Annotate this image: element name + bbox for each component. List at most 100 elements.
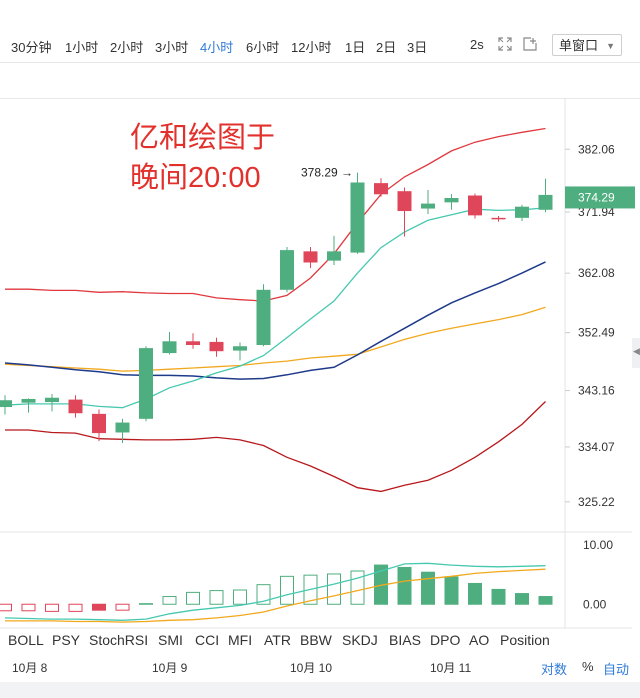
indicator-histogram-bar bbox=[45, 603, 59, 612]
indicator-teal-line bbox=[4, 562, 546, 621]
window-mode-select[interactable]: 单窗口 ▼ bbox=[552, 34, 622, 56]
price-tick-label: 382.06 bbox=[578, 142, 615, 156]
date-label-oct8: 10月 8 bbox=[12, 661, 48, 675]
tab-stochrsi[interactable]: StochRSI bbox=[89, 632, 149, 648]
tab-position[interactable]: Position bbox=[500, 632, 550, 648]
candle-body bbox=[515, 206, 529, 218]
add-indicator-icon[interactable] bbox=[522, 36, 538, 52]
date-label-oct11: 10月 11 bbox=[430, 661, 472, 675]
indicator-histogram-bar bbox=[256, 584, 271, 605]
indicator-histogram-bar bbox=[491, 588, 506, 605]
fullscreen-icon[interactable] bbox=[497, 36, 513, 52]
timeframe-1d[interactable]: 1日 bbox=[345, 40, 366, 55]
indicator-histogram-bar bbox=[115, 603, 130, 611]
candle-body bbox=[209, 341, 224, 352]
side-panel-handle[interactable]: ◀ bbox=[632, 338, 640, 368]
tab-cci[interactable]: CCI bbox=[195, 632, 220, 648]
indicator-histogram-bar bbox=[162, 596, 177, 605]
price-tick-label: 371.94 bbox=[578, 205, 615, 219]
indicator-histogram-bar bbox=[209, 590, 224, 605]
timeframe-4h[interactable]: 4小时 bbox=[200, 40, 234, 55]
timeframe-2d[interactable]: 2日 bbox=[376, 40, 397, 55]
tab-atr[interactable]: ATR bbox=[264, 632, 291, 648]
bottom-bar bbox=[0, 682, 640, 698]
ma-orange-line bbox=[4, 306, 546, 372]
candle-body bbox=[186, 341, 200, 346]
timeframe-1h[interactable]: 1小时 bbox=[65, 40, 99, 55]
tab-ao[interactable]: AO bbox=[469, 632, 490, 648]
candle-body bbox=[303, 251, 318, 263]
timeframe-6h[interactable]: 6小时 bbox=[246, 40, 280, 55]
current-price-tag bbox=[565, 186, 635, 209]
indicator-histogram-bar bbox=[92, 603, 106, 611]
tab-bias[interactable]: BIAS bbox=[389, 632, 421, 648]
indicator-histogram-bar bbox=[186, 591, 200, 605]
boll-upper-line bbox=[5, 127, 546, 302]
indicator-tick-label: 10.00 bbox=[583, 538, 613, 552]
candle-body bbox=[280, 250, 294, 290]
timeframe-2h[interactable]: 2小时 bbox=[110, 40, 144, 55]
candle-body bbox=[538, 194, 553, 210]
boll-middle-line bbox=[4, 207, 546, 409]
tab-psy[interactable]: PSY bbox=[52, 632, 81, 648]
indicator-histogram-bar bbox=[139, 603, 153, 605]
candle-body bbox=[139, 348, 153, 419]
indicator-histogram-bar bbox=[444, 576, 459, 605]
divider bbox=[0, 98, 640, 99]
indicator-histogram-bar bbox=[350, 570, 365, 605]
chart-annotation: 亿和绘图于 晚间20:00 bbox=[130, 122, 276, 194]
timeframe-3d[interactable]: 3日 bbox=[407, 40, 428, 55]
boll-lower-line bbox=[5, 401, 546, 493]
refresh-interval[interactable]: 2s bbox=[470, 37, 484, 52]
candle-body bbox=[374, 183, 388, 195]
candle-body bbox=[115, 422, 130, 433]
date-label-oct10: 10月 10 bbox=[290, 661, 333, 675]
tab-boll[interactable]: BOLL bbox=[8, 632, 44, 648]
candle-body bbox=[350, 182, 365, 253]
tab-smi[interactable]: SMI bbox=[158, 632, 183, 648]
indicator-histogram-bar bbox=[68, 603, 83, 612]
indicator-histogram-bar bbox=[515, 593, 529, 605]
indicator-tick-label: 0.00 bbox=[583, 597, 607, 611]
timeframe-30m[interactable]: 30分钟 bbox=[11, 40, 52, 55]
candle-body bbox=[92, 413, 106, 434]
timeframe-3h[interactable]: 3小时 bbox=[155, 40, 189, 55]
candle-body bbox=[491, 217, 506, 220]
indicator-histogram-bar bbox=[21, 603, 36, 612]
auto-scale-button[interactable]: 自动 bbox=[603, 662, 630, 677]
price-tick-label: 334.07 bbox=[578, 440, 615, 454]
percent-scale-button[interactable]: % bbox=[582, 659, 594, 674]
candle-body bbox=[233, 346, 247, 351]
price-tick-label: 352.49 bbox=[578, 326, 615, 340]
indicator-orange-line bbox=[5, 568, 546, 623]
candle-body bbox=[421, 203, 435, 209]
tab-mfi[interactable]: MFI bbox=[228, 632, 253, 648]
price-tick-label: 343.16 bbox=[578, 384, 615, 398]
candle-body bbox=[327, 251, 341, 261]
candle-body bbox=[397, 191, 412, 212]
tab-skdj[interactable]: SKDJ bbox=[342, 632, 378, 648]
high-marker-label: 378.29 → bbox=[301, 166, 353, 180]
chevron-down-icon: ▼ bbox=[606, 41, 615, 51]
window-mode-label: 单窗口 bbox=[559, 38, 599, 53]
indicator-histogram-bar bbox=[327, 573, 341, 605]
tab-bbw[interactable]: BBW bbox=[300, 632, 332, 648]
candle-body bbox=[68, 399, 83, 414]
candle-body bbox=[162, 341, 177, 354]
candle-body bbox=[45, 397, 59, 403]
candle-body bbox=[0, 400, 12, 408]
current-price-label: 374.29 bbox=[578, 190, 615, 204]
indicator-histogram-bar bbox=[233, 589, 247, 605]
indicator-histogram-bar bbox=[421, 571, 435, 605]
candle-body bbox=[468, 195, 482, 216]
log-scale-button[interactable]: 对数 bbox=[541, 662, 568, 677]
price-tick-label: 362.08 bbox=[578, 266, 615, 280]
indicator-histogram-bar bbox=[397, 566, 412, 605]
candle-body bbox=[256, 289, 271, 346]
price-tick-label: 325.22 bbox=[578, 495, 615, 509]
tab-dpo[interactable]: DPO bbox=[430, 632, 461, 648]
indicator-histogram-bar bbox=[0, 603, 12, 612]
timeframe-12h[interactable]: 12小时 bbox=[291, 40, 332, 55]
candle-body bbox=[444, 198, 459, 203]
